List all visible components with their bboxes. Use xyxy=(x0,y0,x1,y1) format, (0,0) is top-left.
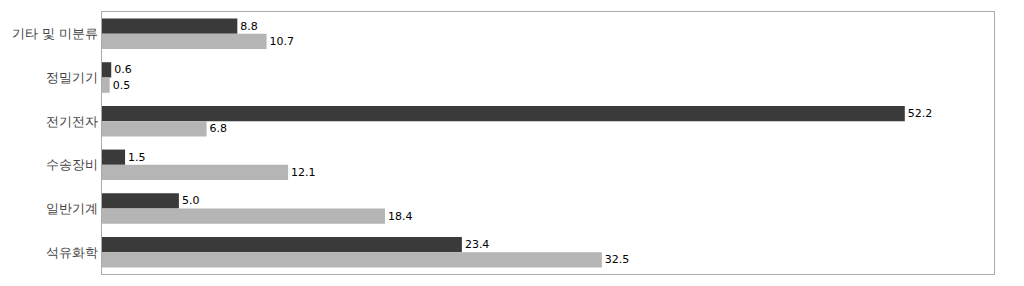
svg-text:12.1: 12.1 xyxy=(291,166,316,179)
svg-text:0.6: 0.6 xyxy=(114,63,132,76)
svg-text:일반기계: 일반기계 xyxy=(46,201,98,216)
svg-text:18.4: 18.4 xyxy=(388,210,413,223)
svg-text:8.8: 8.8 xyxy=(240,20,258,33)
svg-text:6.8: 6.8 xyxy=(210,122,228,135)
svg-text:52.2: 52.2 xyxy=(908,107,933,120)
svg-text:23.4: 23.4 xyxy=(465,238,490,251)
svg-text:32.5: 32.5 xyxy=(605,253,630,266)
svg-text:수송장비: 수송장비 xyxy=(46,157,98,172)
svg-text:전기전자: 전기전자 xyxy=(46,114,98,129)
svg-text:기타 및 미분류: 기타 및 미분류 xyxy=(12,26,98,41)
svg-text:10.7: 10.7 xyxy=(270,35,295,48)
svg-text:5.0: 5.0 xyxy=(182,194,200,207)
svg-text:정밀기기: 정밀기기 xyxy=(46,70,98,85)
svg-text:1.5: 1.5 xyxy=(128,151,146,164)
svg-text:석유화학: 석유화학 xyxy=(46,245,98,260)
svg-text:0.5: 0.5 xyxy=(113,79,131,92)
